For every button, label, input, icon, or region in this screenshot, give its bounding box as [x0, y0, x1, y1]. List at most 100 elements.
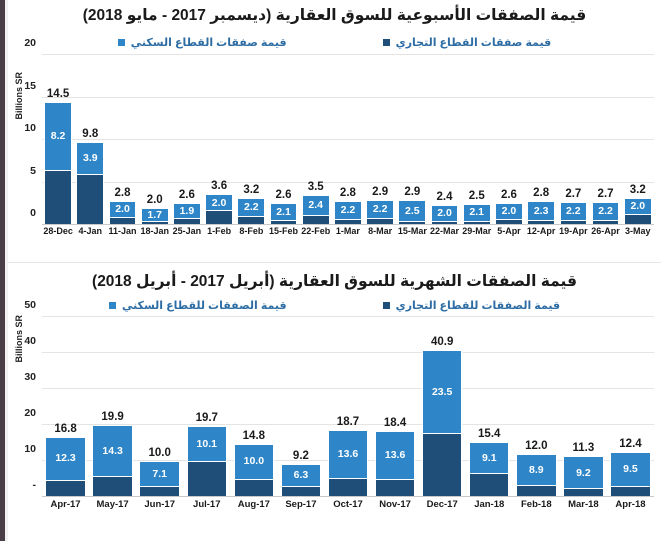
bar-column[interactable]: 2.6 2.0 — [493, 55, 525, 225]
stacked-bar[interactable]: 18.7 13.6 — [327, 416, 369, 497]
legend-item-commercial[interactable]: قيمة صفقات القطاع التجاري — [382, 36, 551, 49]
stacked-bar[interactable]: 2.7 2.2 — [559, 188, 588, 225]
legend-item-commercial[interactable]: قيمة الصفقات للقطاع التجاري — [382, 299, 560, 312]
bar-column[interactable]: 19.9 14.3 — [89, 317, 136, 497]
stacked-bar[interactable]: 3.2 2.0 — [623, 184, 652, 225]
stacked-bar[interactable]: 2.7 2.2 — [591, 188, 620, 225]
bar-segment-residential[interactable]: 2.2 — [591, 202, 620, 221]
bar-column[interactable]: 18.7 13.6 — [324, 317, 371, 497]
bar-segment-residential[interactable]: 13.6 — [374, 430, 416, 480]
bar-segment-commercial[interactable] — [327, 478, 369, 497]
bar-column[interactable]: 12.0 8.9 — [513, 317, 560, 497]
bar-segment-residential[interactable]: 2.0 — [495, 202, 523, 220]
bar-segment-commercial[interactable] — [421, 434, 463, 497]
bar-segment-commercial[interactable] — [233, 479, 275, 497]
stacked-bar[interactable]: 12.4 9.5 — [610, 438, 651, 497]
bar-column[interactable]: 40.9 23.5 — [419, 317, 466, 497]
stacked-bar[interactable]: 18.4 13.6 — [374, 417, 416, 497]
stacked-bar[interactable]: 12.0 8.9 — [516, 440, 557, 497]
bar-segment-residential[interactable]: 2.1 — [462, 203, 491, 222]
stacked-bar[interactable]: 14.5 8.2 — [44, 88, 72, 225]
bar-column[interactable]: 11.3 9.2 — [560, 317, 607, 497]
bar-segment-residential[interactable]: 10.0 — [233, 443, 275, 480]
bar-column[interactable]: 2.8 2.0 — [106, 55, 138, 225]
stacked-bar[interactable]: 14.8 10.0 — [233, 430, 275, 497]
stacked-bar[interactable]: 9.2 6.3 — [280, 450, 322, 497]
bar-column[interactable]: 16.8 12.3 — [42, 317, 89, 497]
bar-column[interactable]: 14.8 10.0 — [230, 317, 277, 497]
stacked-bar[interactable]: 2.4 2.0 — [430, 191, 459, 225]
bar-segment-residential[interactable]: 2.5 — [398, 200, 427, 222]
stacked-bar[interactable]: 19.7 10.1 — [186, 412, 228, 497]
stacked-bar[interactable]: 2.0 1.7 — [140, 194, 169, 225]
stacked-bar[interactable]: 9.8 3.9 — [76, 128, 105, 225]
bar-column[interactable]: 3.2 2.2 — [235, 55, 267, 225]
bar-column[interactable]: 2.7 2.2 — [589, 55, 621, 225]
stacked-bar[interactable]: 3.5 2.4 — [301, 181, 330, 225]
bar-segment-residential[interactable]: 8.9 — [516, 453, 557, 486]
bar-segment-residential[interactable]: 1.9 — [173, 202, 201, 220]
stacked-bar[interactable]: 3.2 2.2 — [237, 184, 266, 225]
bar-column[interactable]: 3.6 2.0 — [203, 55, 235, 225]
bar-segment-residential[interactable]: 2.0 — [108, 201, 137, 219]
bar-column[interactable]: 2.9 2.5 — [396, 55, 428, 225]
stacked-bar[interactable]: 19.9 14.3 — [92, 411, 133, 497]
bar-segment-residential[interactable]: 8.2 — [44, 101, 72, 172]
bar-column[interactable]: 9.8 3.9 — [74, 55, 106, 225]
stacked-bar[interactable]: 2.9 2.5 — [398, 186, 427, 225]
bar-column[interactable]: 3.5 2.4 — [300, 55, 332, 225]
bar-segment-residential[interactable]: 2.0 — [623, 197, 652, 215]
legend-item-residential[interactable]: قيمة الصفقات للقطاع السكني — [108, 299, 287, 312]
stacked-bar[interactable]: 2.6 2.1 — [269, 189, 298, 225]
bar-column[interactable]: 2.7 2.2 — [557, 55, 589, 225]
bar-column[interactable]: 3.2 2.0 — [622, 55, 654, 225]
bar-segment-residential[interactable]: 2.2 — [559, 202, 588, 221]
stacked-bar[interactable]: 11.3 9.2 — [563, 442, 604, 497]
bar-segment-residential[interactable]: 14.3 — [92, 425, 133, 477]
stacked-bar[interactable]: 40.9 23.5 — [421, 336, 463, 497]
stacked-bar[interactable]: 15.4 9.1 — [469, 428, 510, 497]
bar-segment-residential[interactable]: 9.5 — [610, 452, 651, 487]
bar-segment-residential[interactable]: 2.0 — [205, 194, 233, 212]
stacked-bar[interactable]: 2.8 2.3 — [527, 187, 555, 225]
bar-segment-residential[interactable]: 2.0 — [430, 204, 459, 222]
bar-column[interactable]: 18.4 13.6 — [372, 317, 419, 497]
bar-column[interactable]: 19.7 10.1 — [183, 317, 230, 497]
bar-segment-residential[interactable]: 2.2 — [366, 200, 394, 220]
bar-column[interactable]: 2.6 1.9 — [171, 55, 203, 225]
stacked-bar[interactable]: 2.8 2.0 — [108, 187, 137, 225]
bar-segment-residential[interactable]: 12.3 — [45, 436, 86, 481]
bar-segment-commercial[interactable] — [469, 474, 510, 497]
stacked-bar[interactable]: 2.8 2.2 — [334, 187, 362, 225]
bar-segment-commercial[interactable] — [186, 462, 228, 497]
bar-segment-commercial[interactable] — [92, 476, 133, 497]
bar-column[interactable]: 2.8 2.2 — [332, 55, 364, 225]
bar-segment-commercial[interactable] — [205, 211, 233, 225]
bar-column[interactable]: 10.0 7.1 — [136, 317, 183, 497]
bar-segment-commercial[interactable] — [45, 480, 86, 497]
bar-segment-residential[interactable]: 1.7 — [140, 208, 169, 223]
bar-column[interactable]: 2.9 2.2 — [364, 55, 396, 225]
bar-column[interactable]: 2.8 2.3 — [525, 55, 557, 225]
bar-column[interactable]: 2.6 2.1 — [267, 55, 299, 225]
stacked-bar[interactable]: 2.9 2.2 — [366, 186, 394, 225]
bar-segment-commercial[interactable] — [76, 174, 105, 225]
bar-column[interactable]: 14.5 8.2 — [42, 55, 74, 225]
bar-column[interactable]: 9.2 6.3 — [277, 317, 324, 497]
stacked-bar[interactable]: 2.6 1.9 — [173, 189, 201, 225]
bar-segment-residential[interactable]: 2.3 — [527, 201, 555, 221]
bar-column[interactable]: 2.4 2.0 — [428, 55, 460, 225]
stacked-bar[interactable]: 10.0 7.1 — [139, 447, 180, 497]
bar-segment-residential[interactable]: 10.1 — [186, 426, 228, 463]
stacked-bar[interactable]: 3.6 2.0 — [205, 180, 233, 225]
bar-segment-residential[interactable]: 2.2 — [334, 201, 362, 220]
bar-segment-residential[interactable]: 2.2 — [237, 197, 266, 217]
stacked-bar[interactable]: 2.6 2.0 — [495, 189, 523, 225]
bar-column[interactable]: 15.4 9.1 — [466, 317, 513, 497]
stacked-bar[interactable]: 2.5 2.1 — [462, 190, 491, 225]
bar-segment-commercial[interactable] — [374, 479, 416, 497]
bar-column[interactable]: 12.4 9.5 — [607, 317, 654, 497]
stacked-bar[interactable]: 16.8 12.3 — [45, 423, 86, 497]
bar-segment-residential[interactable]: 13.6 — [327, 429, 369, 479]
bar-segment-residential[interactable]: 9.1 — [469, 441, 510, 475]
